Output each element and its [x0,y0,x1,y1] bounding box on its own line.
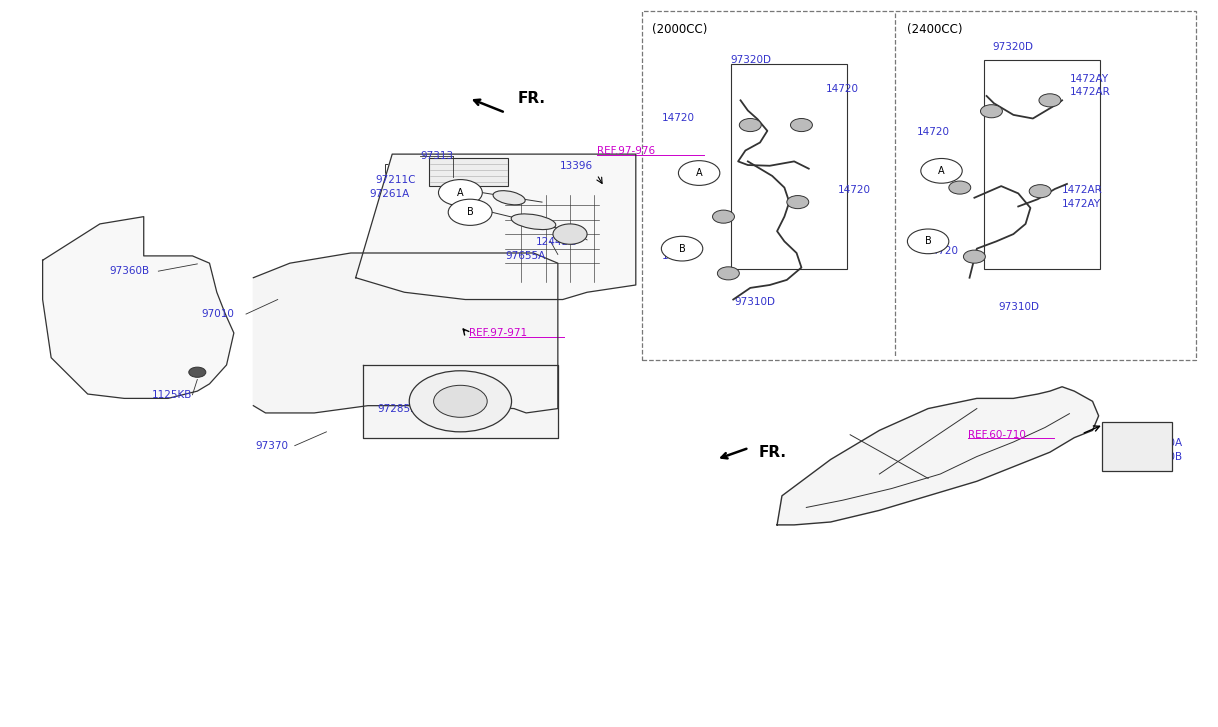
Text: 1472AR: 1472AR [1062,185,1102,196]
Circle shape [1039,94,1061,107]
Text: 14720: 14720 [926,246,959,256]
Text: B: B [678,244,686,254]
Text: 1472AY: 1472AY [1069,73,1108,84]
Circle shape [409,371,512,432]
Bar [429,158,508,186]
Text: 97313: 97313 [420,151,453,161]
Text: 14720: 14720 [917,127,950,137]
Text: 1472AY: 1472AY [1062,198,1101,209]
Bar [984,60,1100,269]
Bar [642,11,1196,360]
Circle shape [1029,185,1051,198]
Text: 14720: 14720 [838,185,871,196]
Text: 97370: 97370 [256,441,289,451]
Text: 14720: 14720 [661,251,694,261]
Circle shape [949,181,971,194]
Polygon shape [356,154,636,300]
Text: REF.97-971: REF.97-971 [469,328,527,338]
Bar [385,164,456,182]
Text: 97010: 97010 [201,309,234,319]
Text: 14720: 14720 [826,84,859,94]
Text: 14720: 14720 [661,113,694,123]
Circle shape [980,105,1002,118]
Text: A: A [695,168,703,178]
Text: A: A [457,188,464,198]
Text: 97285D: 97285D [378,404,419,414]
Polygon shape [43,217,234,398]
Text: FR.: FR. [759,445,787,459]
Circle shape [963,250,985,263]
Circle shape [717,267,739,280]
Polygon shape [363,365,558,438]
Bar [731,64,847,269]
Text: REF.97-976: REF.97-976 [597,146,655,156]
Circle shape [713,210,734,223]
Text: 97310D: 97310D [734,297,776,307]
Circle shape [661,236,703,261]
Circle shape [790,119,812,132]
Circle shape [434,385,487,417]
FancyBboxPatch shape [1102,422,1172,471]
Ellipse shape [512,214,555,230]
Text: 87750A: 87750A [1142,438,1183,449]
Text: (2000CC): (2000CC) [652,23,706,36]
Circle shape [448,199,492,225]
Polygon shape [777,387,1099,525]
Circle shape [438,180,482,206]
Circle shape [739,119,761,132]
Text: REF.60-710: REF.60-710 [968,430,1027,440]
Text: 13396: 13396 [560,161,593,171]
Text: 1125KB: 1125KB [152,390,192,400]
Text: 97655A: 97655A [505,251,546,261]
Circle shape [189,367,206,377]
Text: 97520B: 97520B [1142,451,1183,462]
Text: 97320D: 97320D [731,55,772,65]
Circle shape [678,161,720,185]
Circle shape [787,196,809,209]
Text: 97360B: 97360B [110,266,150,276]
Circle shape [553,224,587,244]
Text: 97310D: 97310D [999,302,1040,312]
Text: 1244BG: 1244BG [536,237,577,247]
Text: 97261A: 97261A [369,189,409,199]
Text: 97211C: 97211C [375,175,415,185]
Text: A: A [938,166,945,176]
Text: 1472AR: 1472AR [1069,87,1110,97]
Circle shape [921,158,962,183]
Text: (2400CC): (2400CC) [907,23,963,36]
Circle shape [907,229,949,254]
Text: B: B [924,236,932,246]
Polygon shape [253,253,558,413]
Text: 97320D: 97320D [993,42,1034,52]
Text: B: B [466,207,474,217]
Ellipse shape [493,190,525,205]
Text: FR.: FR. [518,91,546,105]
